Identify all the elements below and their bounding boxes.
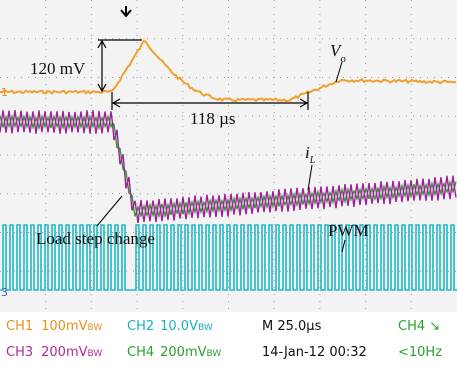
text: 200mV — [160, 345, 206, 360]
timebase: M 25.0µs — [262, 319, 322, 334]
ch2-status: CH2 10.0VBW — [127, 319, 213, 334]
ch1-marker: 1 — [1, 86, 8, 99]
text: 10.0V — [160, 319, 198, 334]
interval-label: 118 µs — [190, 109, 236, 128]
text: CH1 — [6, 319, 33, 334]
trigger: CH4 ↘ — [398, 319, 440, 334]
text: BW — [198, 323, 213, 333]
oscilloscope-screen: 120 mV 118 µs Vo iL Load step change PWM… — [0, 0, 457, 388]
freq: <10Hz — [398, 345, 442, 360]
il-sub: L — [309, 155, 316, 166]
text: 100mV — [41, 319, 87, 334]
text: CH4 — [127, 345, 154, 360]
text: BW — [88, 349, 103, 359]
text: CH2 — [127, 319, 154, 334]
ch4-status: CH4 200mVBW — [127, 345, 221, 360]
ch3-status: CH3 200mVBW — [6, 345, 102, 360]
amplitude-label: 120 mV — [30, 59, 86, 78]
pwm-label: PWM — [328, 221, 369, 240]
date: 14-Jan-12 00:32 — [262, 345, 367, 360]
text: CH3 — [6, 345, 33, 360]
ch3-marker: 3 — [1, 286, 8, 299]
text: BW — [207, 349, 222, 359]
ch1-status: CH1 100mVBW — [6, 319, 102, 334]
load-step-label: Load step change — [36, 229, 155, 248]
text: BW — [88, 323, 103, 333]
text: 200mV — [41, 345, 87, 360]
